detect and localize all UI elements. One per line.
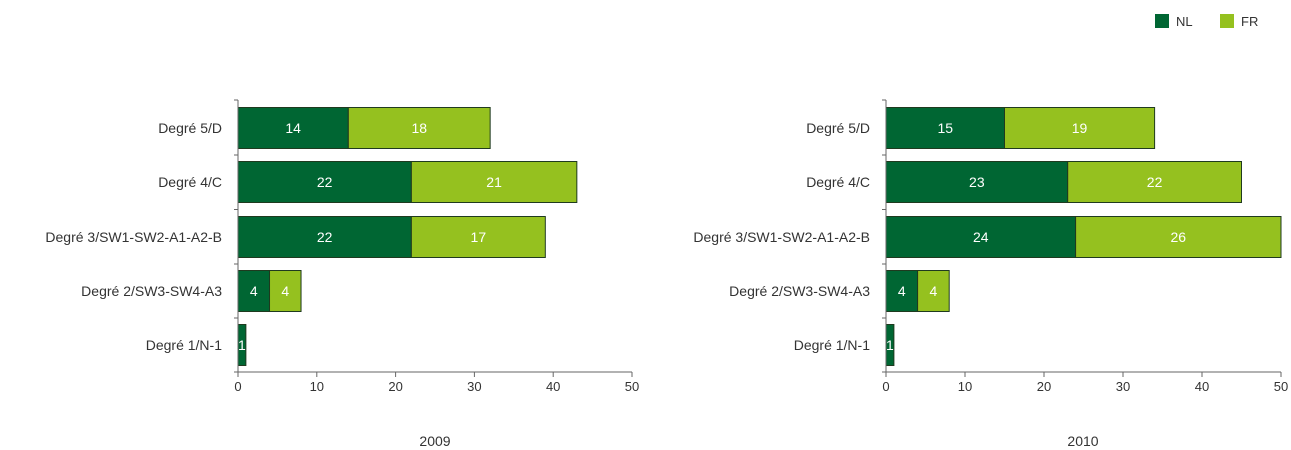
bar-value-label: 4 bbox=[281, 283, 289, 299]
panel-year-label: 2009 bbox=[419, 433, 450, 449]
category-label: Degré 4/C bbox=[806, 174, 870, 190]
bar-value-label: 4 bbox=[250, 283, 258, 299]
bar-value-label: 18 bbox=[411, 120, 427, 136]
bar-value-label: 4 bbox=[898, 283, 906, 299]
category-label: Degré 5/D bbox=[158, 120, 222, 136]
legend: NL FR bbox=[1155, 14, 1258, 29]
x-tick-label: 10 bbox=[310, 379, 324, 394]
x-tick-label: 40 bbox=[1195, 379, 1209, 394]
bar-nl-2 bbox=[237, 216, 412, 258]
x-tick-label: 30 bbox=[467, 379, 481, 394]
bar-value-label: 22 bbox=[1147, 174, 1163, 190]
bar-value-label: 14 bbox=[285, 120, 301, 136]
bar-value-label: 22 bbox=[317, 229, 333, 245]
x-tick-label: 0 bbox=[882, 379, 889, 394]
bar-value-label: 23 bbox=[969, 174, 985, 190]
category-label: Degré 3/SW1-SW2-A1-A2-B bbox=[45, 229, 222, 245]
bar-fr-3 bbox=[269, 270, 302, 312]
bar-nl-0 bbox=[885, 107, 1005, 149]
bar-value-label: 1 bbox=[886, 337, 894, 353]
category-label: Degré 2/SW3-SW4-A3 bbox=[81, 283, 222, 299]
legend-swatch-nl bbox=[1155, 14, 1169, 28]
bar-value-label: 24 bbox=[973, 229, 989, 245]
bar-fr-3 bbox=[917, 270, 950, 312]
category-label: Degré 4/C bbox=[158, 174, 222, 190]
category-label: Degré 1/N-1 bbox=[146, 337, 222, 353]
bar-nl-3 bbox=[237, 270, 271, 312]
x-tick-label: 20 bbox=[1037, 379, 1051, 394]
bar-value-label: 19 bbox=[1072, 120, 1088, 136]
bar-value-label: 1 bbox=[238, 337, 246, 353]
x-tick-label: 0 bbox=[234, 379, 241, 394]
x-tick-label: 10 bbox=[958, 379, 972, 394]
legend-swatch-fr bbox=[1220, 14, 1234, 28]
bar-value-label: 22 bbox=[317, 174, 333, 190]
category-label: Degré 3/SW1-SW2-A1-A2-B bbox=[693, 229, 870, 245]
x-tick-label: 50 bbox=[1274, 379, 1288, 394]
legend-label-nl: NL bbox=[1176, 14, 1193, 29]
bar-fr-1 bbox=[1067, 161, 1242, 203]
bar-value-label: 15 bbox=[937, 120, 953, 136]
bar-nl-1 bbox=[885, 161, 1069, 203]
panel-year-label: 2010 bbox=[1067, 433, 1098, 449]
bar-nl-1 bbox=[237, 161, 412, 203]
chart-panel-2010: 15 19 Degré 5/D 23 22 Degré 4/C 24 26 Degré 3/SW… bbox=[693, 99, 1288, 449]
bar-nl-0 bbox=[237, 107, 349, 149]
x-tick-label: 40 bbox=[546, 379, 560, 394]
category-label: Degré 2/SW3-SW4-A3 bbox=[729, 283, 870, 299]
bar-fr-0 bbox=[347, 107, 491, 149]
category-label: Degré 5/D bbox=[806, 120, 870, 136]
x-tick-label: 20 bbox=[388, 379, 402, 394]
bar-value-label: 17 bbox=[471, 229, 487, 245]
bar-fr-2 bbox=[1075, 216, 1282, 258]
bar-value-label: 26 bbox=[1171, 229, 1187, 245]
bar-value-label: 21 bbox=[486, 174, 502, 190]
legend-label-fr: FR bbox=[1241, 14, 1258, 29]
bar-fr-1 bbox=[410, 161, 578, 203]
bar-nl-2 bbox=[885, 216, 1077, 258]
x-tick-label: 50 bbox=[625, 379, 639, 394]
bar-fr-2 bbox=[410, 216, 546, 258]
bar-value-label: 4 bbox=[930, 283, 938, 299]
category-label: Degré 1/N-1 bbox=[794, 337, 870, 353]
bar-nl-3 bbox=[885, 270, 919, 312]
x-tick-label: 30 bbox=[1116, 379, 1130, 394]
bar-fr-0 bbox=[1004, 107, 1156, 149]
